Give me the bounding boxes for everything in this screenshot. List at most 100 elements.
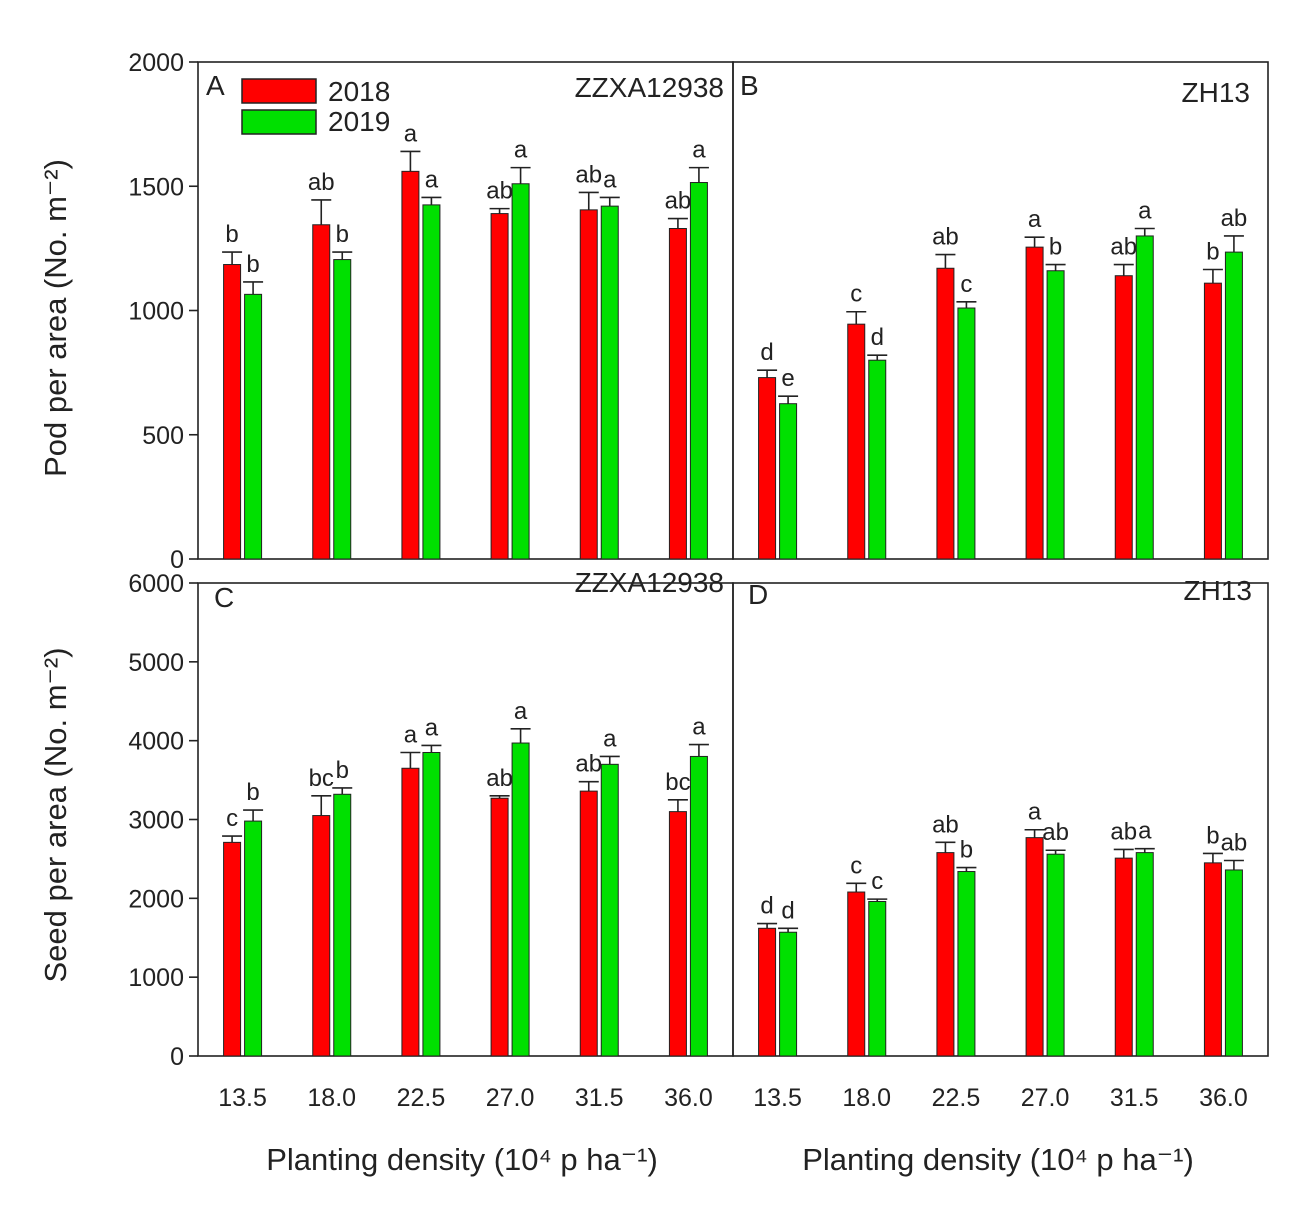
x-tick-label: 27.0 [1021,1084,1070,1112]
legend-label-2019: 2019 [328,106,390,137]
bar-2018 [401,767,420,1057]
significance-letter-2019: a [1138,197,1152,224]
significance-letter-2019: c [871,868,883,895]
panel-c-letter: C [214,582,234,613]
bar-2019 [689,755,708,1057]
y-tick-label: 0 [170,1043,184,1071]
bar-2019 [600,763,619,1057]
significance-letter-2018: b [1206,238,1219,265]
significance-letter-2018: ab [932,811,959,838]
bar-2019 [244,820,263,1057]
significance-letter-2018: a [404,721,418,748]
significance-letter-2019: a [603,725,617,752]
significance-letter-2018: ab [486,178,513,205]
significance-letter-2018: ab [575,161,602,188]
bar-2018 [1203,862,1222,1057]
bar-2019 [333,793,352,1057]
y-tick-label: 1000 [128,964,184,992]
y-axis-title-top: Pod per area (No. m⁻²) [38,159,73,477]
bar-2019 [1224,869,1243,1057]
bar-2019 [957,871,976,1057]
bar-2019 [244,293,263,560]
significance-letter-2019: b [246,779,259,806]
bar-2018 [1114,275,1133,560]
bar-2018 [1114,857,1133,1057]
significance-letter-2018: c [850,281,862,308]
bar-2018 [1025,837,1044,1057]
bar-2018 [1025,246,1044,560]
significance-letter-2019: b [1049,234,1062,261]
legend-swatch-2018 [241,78,317,104]
significance-letter-2018: ab [1110,818,1137,845]
significance-letter-2018: b [225,221,238,248]
panel-d-frame [732,582,1269,1057]
panel-d-letter: D [748,579,768,610]
x-tick-label: 13.5 [753,1084,802,1112]
bar-2019 [600,205,619,560]
x-tick-label: 31.5 [1110,1084,1159,1112]
panel-c-title: ZZXA12938 [575,567,724,598]
bar-2018 [579,790,598,1057]
x-axis-title-left: Planting density (10⁴ p ha⁻¹) [266,1142,658,1177]
x-tick-label: 22.5 [397,1084,446,1112]
bar-2019 [1135,235,1154,560]
significance-letter-2018: b [1206,822,1219,849]
bar-2018 [1203,282,1222,560]
legend-label-2018: 2018 [328,76,390,107]
y-tick-label: 500 [142,422,184,450]
significance-letter-2018: ab [1110,234,1137,261]
y-tick-label: 2000 [128,49,184,77]
bar-2018 [758,377,777,560]
legend: 2018 2019 [241,76,390,137]
bar-2018 [490,213,509,560]
y-tick-label: 1000 [128,298,184,326]
bar-2019 [511,183,530,560]
x-axis-title-right: Planting density (10⁴ p ha⁻¹) [802,1142,1194,1177]
significance-letter-2019: b [246,251,259,278]
significance-letter-2018: ab [932,224,959,251]
bar-2019 [511,742,530,1057]
bar-2018 [223,841,242,1057]
significance-letter-2018: bc [665,769,690,796]
x-tick-label: 36.0 [664,1084,713,1112]
y-tick-label: 6000 [128,570,184,598]
significance-letter-2019: ab [1221,205,1248,232]
significance-letter-2019: a [603,166,617,193]
bar-2019 [1046,270,1065,560]
significance-letter-2019: c [960,271,972,298]
significance-letter-2019: a [514,698,528,725]
significance-letter-2018: a [1028,206,1042,233]
x-tick-label: 36.0 [1199,1084,1248,1112]
bar-2019 [422,204,441,560]
panel-b-frame [732,61,1269,560]
significance-letter-2019: d [871,324,884,351]
significance-letter-2019: ab [1221,829,1248,856]
significance-letter-2018: ab [308,169,335,196]
bar-2019 [868,359,887,560]
bar-2018 [490,797,509,1057]
bar-2018 [847,323,866,560]
x-tick-label: 27.0 [486,1084,535,1112]
significance-letter-2018: ab [486,765,513,792]
significance-letter-2018: c [850,852,862,879]
bar-2019 [779,931,798,1057]
significance-letter-2019: b [336,221,349,248]
significance-letter-2019: a [692,714,706,741]
y-tick-label: 2000 [128,885,184,913]
y-axis-title-bottom: Seed per area (No. m⁻²) [38,647,73,982]
bar-2018 [936,267,955,560]
significance-letter-2019: a [425,166,439,193]
x-tick-label: 18.0 [842,1084,891,1112]
bar-2018 [579,209,598,560]
significance-letter-2019: a [692,137,706,164]
y-tick-label: 0 [170,546,184,574]
y-tick-label: 5000 [128,649,184,677]
bar-2019 [1135,852,1154,1057]
significance-letter-2019: b [336,757,349,784]
bar-2018 [758,927,777,1057]
significance-letter-2018: d [760,339,773,366]
panel-d-title: ZH13 [1184,575,1252,606]
